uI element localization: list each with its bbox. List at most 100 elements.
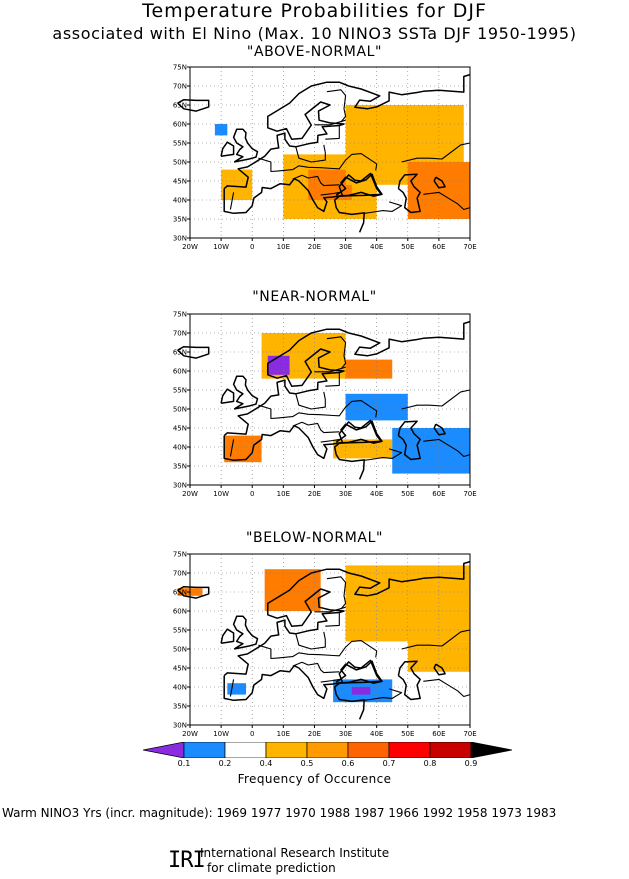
lon-tick-label: 30E — [339, 243, 352, 251]
lat-tick-label: 60N — [173, 368, 187, 376]
lat-tick-label: 55N — [173, 140, 187, 148]
lon-tick-label: 60E — [432, 490, 445, 498]
lat-tick-label: 40N — [173, 197, 187, 205]
lon-tick-label: 70E — [463, 490, 476, 498]
lon-tick-label: 40E — [370, 730, 383, 738]
shading-iberia-north — [221, 169, 253, 200]
lon-tick-label: 50E — [401, 243, 414, 251]
map-label-near: "NEAR-NORMAL" — [252, 289, 377, 305]
lon-tick-label: 20E — [308, 490, 321, 498]
colorbar-tick-label: 0.9 — [464, 759, 478, 768]
colorbar-tick-label: 0.6 — [341, 759, 355, 768]
shading-turkey-purple — [351, 687, 371, 695]
colorbar-segment — [224, 742, 267, 758]
colorbar-title: Frequency of Occurence — [237, 772, 392, 786]
lat-tick-label: 50N — [173, 159, 187, 167]
lon-tick-label: 10E — [277, 243, 290, 251]
shading-iberia-blue — [227, 683, 246, 695]
lon-tick-label: 30E — [339, 490, 352, 498]
lon-tick-label: 20W — [182, 243, 198, 251]
lon-tick-label: 0 — [250, 730, 254, 738]
lon-tick-label: 30E — [339, 730, 352, 738]
lon-tick-label: 10W — [213, 243, 229, 251]
colorbar-segment — [388, 742, 431, 758]
colorbar-tick-label: 0.2 — [218, 759, 232, 768]
iri-logo: IRI — [168, 848, 206, 873]
lat-tick-label: 50N — [173, 406, 187, 414]
lon-tick-label: 50E — [401, 730, 414, 738]
lon-tick-label: 10W — [213, 730, 229, 738]
colorbar-tick-label: 0.7 — [382, 759, 396, 768]
lat-tick-label: 65N — [173, 102, 187, 110]
lon-tick-label: 50E — [401, 490, 414, 498]
map-label-above: "ABOVE-NORMAL" — [246, 44, 383, 60]
institute-line-2: for climate prediction — [207, 861, 336, 875]
colorbar-segment — [470, 742, 513, 758]
lon-tick-label: 20E — [308, 243, 321, 251]
lon-tick-label: 10E — [277, 490, 290, 498]
colorbar-tick-label: 0.8 — [423, 759, 437, 768]
map-near-normal: 30N 35N 40N 45N 50N 55N 60N 65N 70N 75N 20W 10W 0 10E… — [173, 311, 477, 499]
lat-tick-label: 70N — [173, 330, 187, 338]
lat-tick-label: 40N — [173, 444, 187, 452]
lat-tick-label: 70N — [173, 570, 187, 578]
lon-tick-label: 0 — [250, 490, 254, 498]
lon-tick-label: 20W — [182, 490, 198, 498]
lat-tick-label: 35N — [173, 463, 187, 471]
shading-anatolia — [333, 439, 393, 459]
shading-ukraine-blue — [345, 393, 408, 421]
shading-scandinavia-purple — [267, 355, 290, 375]
colorbar-segment — [429, 742, 472, 758]
lat-tick-label: 30N — [173, 722, 187, 730]
lat-tick-label: 45N — [173, 665, 187, 673]
lat-tick-label: 35N — [173, 216, 187, 224]
map-panel-below: 30N 35N 40N 45N 50N 55N 60N 65N 70N 75N 20W 10W 0 10E… — [150, 549, 490, 749]
lat-tick-label: 35N — [173, 703, 187, 711]
lat-tick-label: 65N — [173, 589, 187, 597]
institute-line-1: International Research Institute — [200, 846, 390, 860]
lat-tick-label: 50N — [173, 646, 187, 654]
colorbar-segment — [183, 742, 226, 758]
lon-tick-label: 10W — [213, 490, 229, 498]
lat-tick-label: 40N — [173, 684, 187, 692]
lat-tick-label: 65N — [173, 349, 187, 357]
lon-tick-label: 0 — [250, 243, 254, 251]
shading-iberia — [224, 435, 262, 463]
lon-tick-label: 40E — [370, 243, 383, 251]
lon-tick-label: 60E — [432, 243, 445, 251]
map-label-below: "BELOW-NORMAL" — [245, 530, 384, 546]
lon-tick-label: 20W — [182, 730, 198, 738]
shading-scandinavia-blue — [214, 124, 228, 136]
lat-tick-label: 45N — [173, 178, 187, 186]
lon-tick-label: 10E — [277, 730, 290, 738]
warm-years-line: Warm NINO3 Yrs (incr. magnitude): 1969 1… — [2, 806, 557, 820]
colorbar-tick-label: 0.1 — [177, 759, 191, 768]
lon-tick-label: 20E — [308, 730, 321, 738]
colorbar-segment — [347, 742, 390, 758]
lon-tick-label: 60E — [432, 730, 445, 738]
lat-tick-label: 60N — [173, 121, 187, 129]
lat-tick-label: 55N — [173, 387, 187, 395]
shading-norway — [264, 569, 321, 611]
colorbar-segment — [306, 742, 349, 758]
colorbar-tick-label: 0.4 — [259, 759, 273, 768]
lat-tick-label: 45N — [173, 425, 187, 433]
page-subtitle: associated with El Nino (Max. 10 NINO3 S… — [52, 24, 577, 43]
shading-russia-west — [345, 359, 393, 379]
lat-tick-label: 55N — [173, 627, 187, 635]
lat-tick-label: 30N — [173, 482, 187, 490]
lat-tick-label: 75N — [173, 551, 187, 559]
colorbar-segment — [143, 742, 185, 758]
lat-tick-label: 70N — [173, 83, 187, 91]
colorbar — [143, 742, 513, 758]
lat-tick-label: 30N — [173, 235, 187, 243]
lon-tick-label: 40E — [370, 490, 383, 498]
lat-tick-label: 75N — [173, 64, 187, 72]
lon-tick-label: 70E — [463, 243, 476, 251]
map-panel-near: 30N 35N 40N 45N 50N 55N 60N 65N 70N 75N 20W 10W 0 10E… — [150, 309, 490, 509]
colorbar-segment — [265, 742, 308, 758]
lon-tick-label: 70E — [463, 730, 476, 738]
map-panel-above: 30N 35N 40N 45N 50N 55N 60N 65N 70N 75N 20W 10W 0 10E… — [150, 62, 490, 262]
colorbar-tick-label: 0.5 — [300, 759, 314, 768]
map-above-normal: 30N 35N 40N 45N 50N 55N 60N 65N 70N 75N 20W 10W 0 10E… — [173, 64, 477, 252]
